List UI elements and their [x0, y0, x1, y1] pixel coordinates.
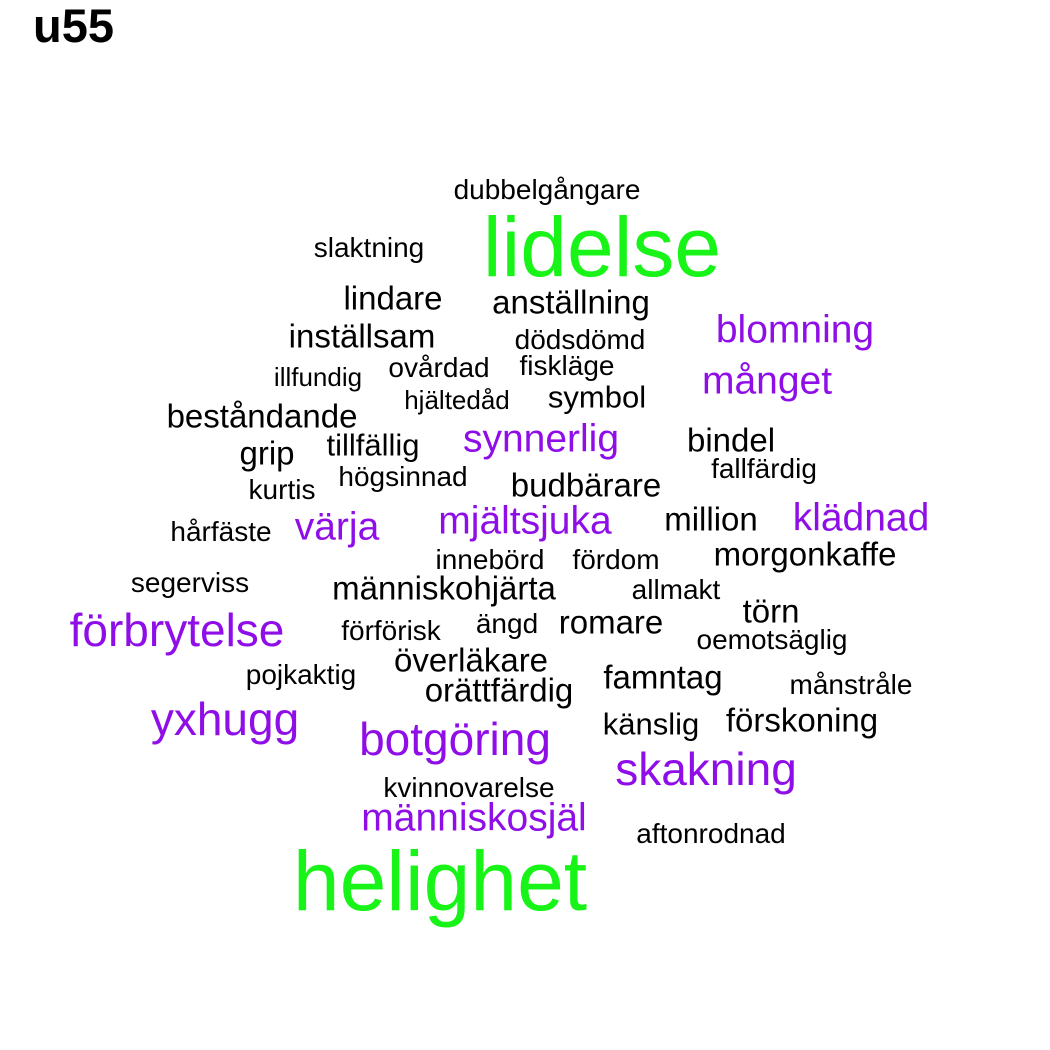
word-anstallning: anställning: [492, 283, 650, 321]
word-forforisk: förförisk: [341, 615, 441, 646]
word-manniskosjal: människosjäl: [361, 796, 587, 840]
word-skakning: skakning: [615, 743, 797, 795]
word-fallfardig: fallfärdig: [711, 453, 817, 484]
word-manstrale: månstråle: [789, 669, 913, 700]
word-grip: grip: [239, 434, 295, 472]
word-budbarare: budbärare: [510, 466, 662, 504]
word-forbrytelse: förbrytelse: [69, 604, 285, 656]
word-blomning: blomning: [715, 308, 875, 352]
word-morgonkaffe: morgonkaffe: [713, 535, 897, 573]
word-slaktning: slaktning: [313, 232, 425, 263]
word-romare: romare: [558, 603, 664, 641]
word-million: million: [664, 500, 758, 538]
word-segerviss: segerviss: [130, 567, 250, 598]
word-fisklage: fiskläge: [519, 350, 615, 381]
word-manget: månget: [701, 359, 833, 403]
word-fordom: fördom: [572, 544, 660, 575]
word-torn: törn: [742, 592, 800, 630]
word-harfaste: hårfäste: [170, 516, 272, 547]
word-symbol: symbol: [547, 379, 647, 415]
word-lindare: lindare: [343, 279, 443, 317]
word-hjaltedad: hjältedåd: [404, 385, 510, 415]
word-installsam: inställsam: [288, 317, 436, 355]
word-aftonrodnad: aftonrodnad: [636, 818, 786, 849]
word-pojkaktig: pojkaktig: [245, 659, 357, 690]
word-innebord: innebörd: [435, 544, 545, 575]
word-famntag: famntag: [603, 658, 723, 696]
word-helighet: helighet: [292, 834, 588, 928]
word-orattfardig: orättfärdig: [424, 671, 574, 709]
word-manniskohjarta: människohjärta: [332, 569, 556, 607]
word-ovardad: ovårdad: [388, 352, 490, 383]
word-overlakare: överläkare: [393, 641, 549, 679]
word-illfundig: illfundig: [273, 362, 363, 392]
word-yxhugg: yxhugg: [150, 693, 300, 745]
word-mjaltsjuka: mjältsjuka: [438, 499, 612, 543]
word-tillfallig: tillfällig: [326, 427, 420, 463]
word-kurtis: kurtis: [248, 474, 316, 505]
word-allmakt: allmakt: [631, 574, 721, 605]
word-botgoring: botgöring: [359, 713, 551, 765]
word-kvinnovarelse: kvinnovarelse: [383, 772, 555, 803]
word-kladnad: klädnad: [792, 496, 930, 540]
word-bindel: bindel: [686, 421, 776, 459]
page-title: u55: [33, 0, 114, 52]
word-hogsinnad: högsinnad: [338, 461, 468, 492]
word-lidelse: lidelse: [482, 200, 722, 294]
word-kanslig: känslig: [602, 706, 700, 742]
word-dubbelgangare: dubbelgångare: [453, 174, 641, 205]
word-varja: värja: [294, 505, 380, 549]
word-angd: ängd: [475, 608, 539, 639]
word-synnerlig: synnerlig: [462, 417, 620, 461]
word-bestandande: beståndande: [166, 397, 358, 435]
word-dodsdomd: dödsdömd: [514, 324, 646, 355]
word-forskoning: förskoning: [725, 701, 879, 739]
word-oemotsaglig: oemotsäglig: [696, 624, 848, 655]
